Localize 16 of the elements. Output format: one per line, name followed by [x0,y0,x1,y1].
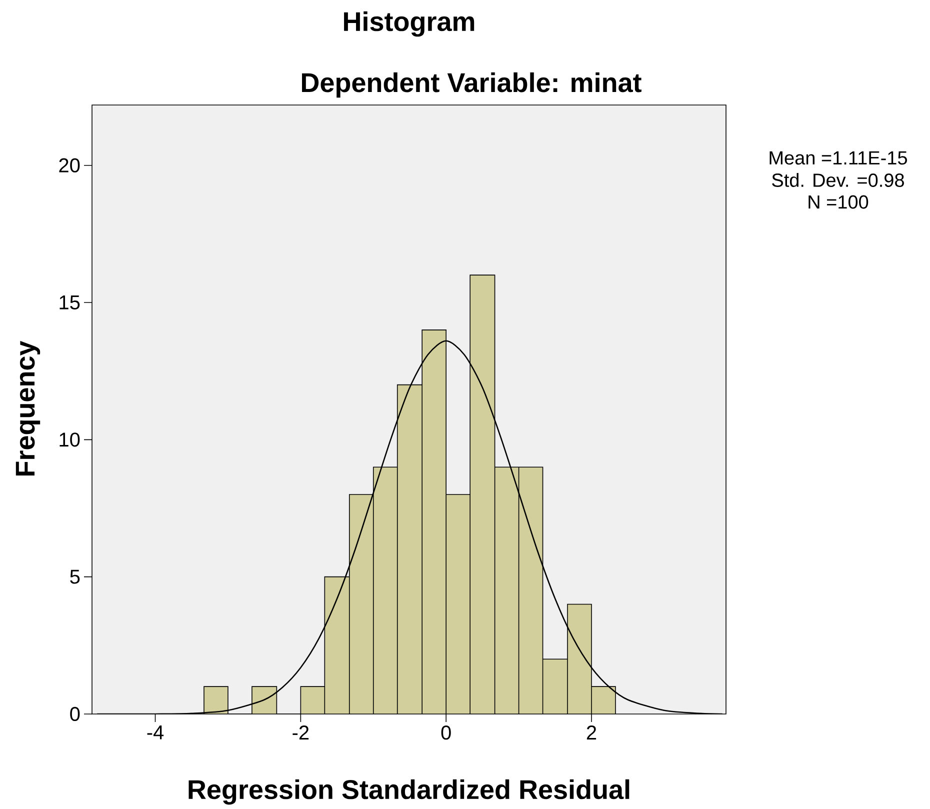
text: Mean =1.11E-15 [770,151,907,165]
y-tick-label: 15 [60,296,80,310]
text: Std. Dev. =0.98 [772,173,904,187]
y-tick-label: 20 [59,158,80,172]
y-tick-label: 0 [70,706,80,722]
x-tick-label: 2 [586,726,596,740]
x-axis-title: Regression Standardized Residual [188,779,630,805]
chart-subtitle: Dependent Variable: minat [302,72,642,98]
x-tick-label: 0 [441,726,451,740]
y-tick-label: 10 [60,432,80,447]
chart-title: Histogram [344,11,474,37]
y-tick-label: 5 [70,570,80,584]
y-axis-title: Frequency [16,340,40,476]
x-tick-label: -4 [147,726,164,740]
x-tick-label: -2 [292,726,309,740]
text: N =100 [808,195,868,209]
